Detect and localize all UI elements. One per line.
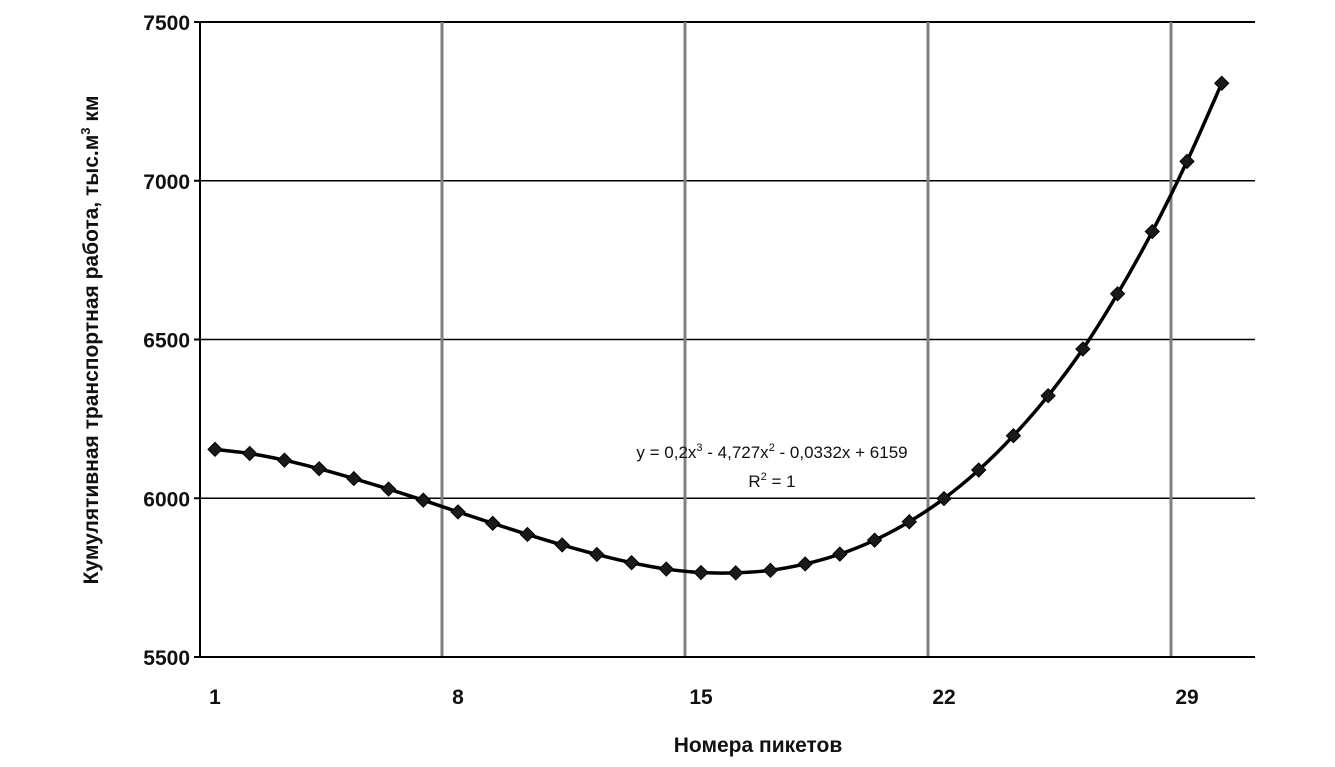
data-point-marker bbox=[1179, 153, 1195, 170]
data-point-marker bbox=[519, 526, 536, 543]
data-point-marker bbox=[797, 556, 813, 572]
grid-lines bbox=[194, 21, 1255, 658]
y-tick-label: 6000 bbox=[143, 488, 190, 511]
data-point-marker bbox=[1109, 286, 1126, 302]
axes bbox=[199, 22, 1255, 658]
data-point-marker bbox=[450, 504, 466, 520]
data-point-marker bbox=[728, 565, 744, 581]
data-point-marker bbox=[1075, 341, 1091, 357]
series-markers bbox=[207, 75, 1230, 581]
y-tick-labels: 5500 6000 6500 7000 7500 bbox=[143, 12, 190, 670]
x-tick-label: 22 bbox=[932, 686, 955, 709]
data-point-marker bbox=[1040, 387, 1056, 404]
y-axis-title: Кумулятивная транспортная работа, тыс.м3… bbox=[78, 96, 103, 585]
x-tick-labels: 1 8 15 22 29 bbox=[209, 686, 1199, 709]
y-tick-label: 6500 bbox=[143, 330, 190, 353]
data-point-marker bbox=[832, 546, 848, 562]
y-tick-label: 5500 bbox=[143, 647, 190, 670]
data-point-marker bbox=[554, 537, 570, 553]
data-point-marker bbox=[589, 546, 605, 563]
data-point-marker bbox=[1214, 75, 1230, 91]
data-point-marker bbox=[346, 470, 362, 487]
x-tick-label: 1 bbox=[209, 686, 221, 709]
data-point-marker bbox=[415, 492, 431, 508]
data-point-marker bbox=[971, 462, 987, 478]
data-point-marker bbox=[311, 461, 327, 477]
data-point-marker bbox=[936, 490, 952, 507]
data-point-marker bbox=[693, 564, 709, 581]
y-tick-label: 7500 bbox=[143, 12, 190, 35]
x-tick-label: 8 bbox=[452, 686, 464, 709]
data-point-marker bbox=[1005, 427, 1022, 444]
y-tick-label: 7000 bbox=[143, 171, 190, 194]
data-point-marker bbox=[658, 561, 674, 577]
data-point-marker bbox=[1144, 223, 1160, 240]
data-point-marker bbox=[207, 441, 223, 458]
data-point-marker bbox=[485, 515, 501, 532]
trendline-equation: y = 0,2x3 - 4,727x2 - 0,0332x + 6159 bbox=[636, 442, 907, 462]
data-point-marker bbox=[242, 445, 258, 462]
x-tick-label: 15 bbox=[689, 686, 713, 709]
data-point-marker bbox=[762, 562, 779, 579]
x-axis-title: Номера пикетов bbox=[674, 734, 843, 757]
data-point-marker bbox=[380, 481, 397, 497]
data-point-marker bbox=[866, 532, 883, 548]
data-point-marker bbox=[623, 554, 640, 571]
data-point-marker bbox=[901, 514, 917, 530]
x-tick-label: 29 bbox=[1175, 686, 1198, 709]
trendline-r-squared: R2 = 1 bbox=[748, 471, 795, 491]
series-line bbox=[213, 81, 1224, 575]
data-point-marker bbox=[276, 452, 293, 468]
